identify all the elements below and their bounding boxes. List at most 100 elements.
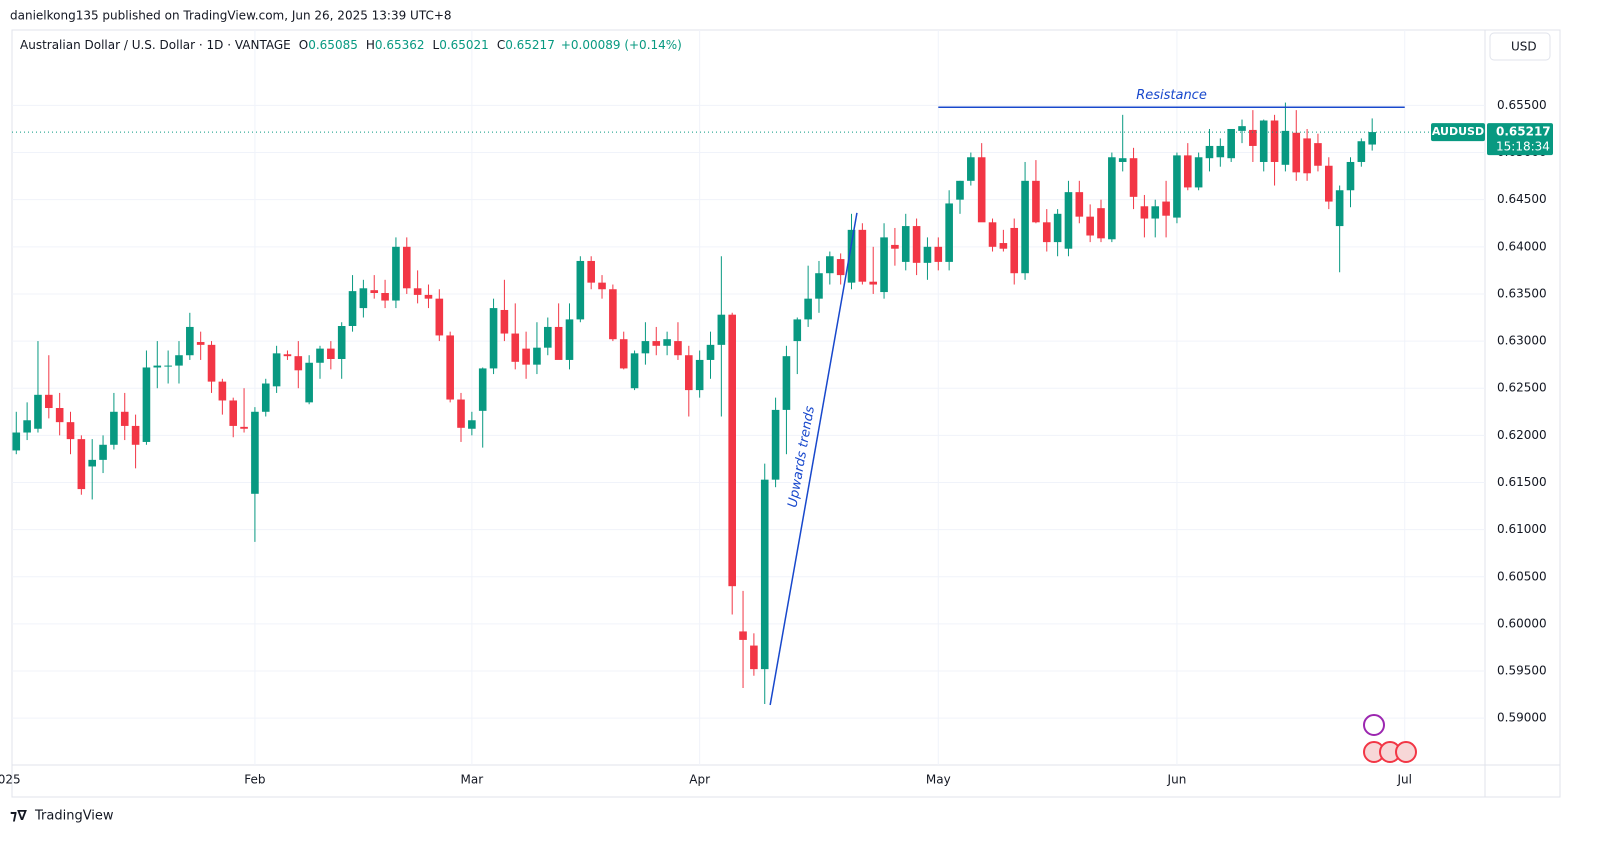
candle-body [804,298,812,320]
x-tick-label: Jul [1396,773,1411,787]
annotation-line [769,212,858,706]
y-tick-label: 0.61000 [1497,522,1547,536]
x-tick-label: Jun [1167,773,1187,787]
candle-body [587,260,595,283]
candle-body [1140,206,1149,219]
grid [12,30,1485,765]
candle-body [1129,158,1138,197]
candle-body [1249,129,1257,146]
candle-body [370,290,379,294]
x-tick-label: May [926,773,951,787]
y-tick-label: 0.62500 [1497,381,1547,395]
candle-body [1346,161,1355,191]
symbol-tag-text: AUDUSD [1432,125,1484,138]
candle-body [1357,141,1366,162]
last-price-label: 0.65217 [1496,125,1551,139]
candle-body [1162,201,1170,216]
event-icon[interactable] [1395,741,1417,763]
currency-button[interactable] [1489,32,1551,61]
candle-body [1053,213,1062,243]
candle-body [1259,120,1268,162]
y-tick-label: 0.61500 [1497,475,1547,489]
candle-body [1183,155,1192,188]
candle-body [1281,130,1290,165]
y-tick-label: 0.59000 [1497,711,1547,725]
candle-body [543,326,552,348]
candle-body [1270,120,1279,162]
header-text: O [299,38,308,52]
candle-body [402,246,411,289]
candle-body [457,399,465,428]
published-line: danielkong135 published on TradingView.c… [10,9,452,23]
candle-body [598,282,606,290]
candle-body [261,383,270,412]
candle-body [1108,157,1116,240]
header-text: Australian Dollar / U.S. Dollar · 1D · V… [20,38,291,52]
candle-body [1032,180,1040,223]
candle-body [186,326,194,356]
candle-body [945,203,953,262]
currency[interactable]: USD [1511,40,1537,54]
candle-body [66,422,75,440]
candle-body [923,246,932,263]
axes: 0.59000 0.59500 0.60000 0.60500 0.61000 0.615… [0,98,1553,787]
candle-body [175,355,183,366]
candle-body [229,400,238,426]
candle-body [609,289,617,340]
y-tick-label: 0.64000 [1497,239,1547,253]
logo-mark: ⁊∇ [10,808,27,824]
event-icon[interactable] [1363,714,1385,736]
annotation-label: Resistance [1136,88,1207,103]
candle-body [153,365,162,368]
candle-body [728,314,736,587]
header-text: +0.00089 (+0.14%) [561,38,682,52]
countdown: 15:18:34 [1496,140,1550,154]
candle-body [934,246,943,262]
plot-area: Resistance Upwards trends [12,88,1485,706]
candle-body [327,348,335,359]
candle-body [999,243,1008,249]
candle-body [511,333,520,362]
candle-body [77,439,86,490]
candle-body [240,426,248,429]
candle-body [1194,157,1203,188]
y-tick-label: 0.60000 [1497,616,1547,630]
candle-body [967,157,975,181]
header-text: 0.65085 [308,38,358,52]
candle-body [1238,126,1246,131]
candle-body [45,394,53,409]
candle-body [750,645,758,670]
y-tick-label: 0.60500 [1497,569,1547,583]
candle-body [196,342,205,345]
candle-body [1227,128,1235,159]
candle-body [739,631,747,640]
candle-body [717,314,726,345]
y-tick-label: 0.59500 [1497,664,1547,678]
candle-body [1064,192,1073,249]
candle-body [793,319,802,342]
candle-body [12,432,21,451]
candle-body [522,348,530,365]
candle-body [251,411,259,494]
candle-body [815,273,823,299]
x-tick-label: Feb [244,773,265,787]
candle-body [1314,143,1322,166]
candle-body [1118,158,1127,162]
x-tick-label: 2025 [0,773,21,787]
candle-body [348,291,357,326]
candle-body [88,459,97,467]
candle-body [359,288,368,309]
candle-body [1097,208,1105,239]
candle-body [685,355,693,391]
candle-body [1368,132,1376,145]
candle-body [120,411,129,426]
candle-body [305,362,313,403]
candle-body [858,229,867,282]
candle-body [1324,165,1333,202]
candle-body [836,259,845,276]
candle-body [1173,155,1181,218]
y-tick-label: 0.62000 [1497,428,1547,442]
event-icons [1363,714,1417,763]
candle-body [131,425,140,445]
